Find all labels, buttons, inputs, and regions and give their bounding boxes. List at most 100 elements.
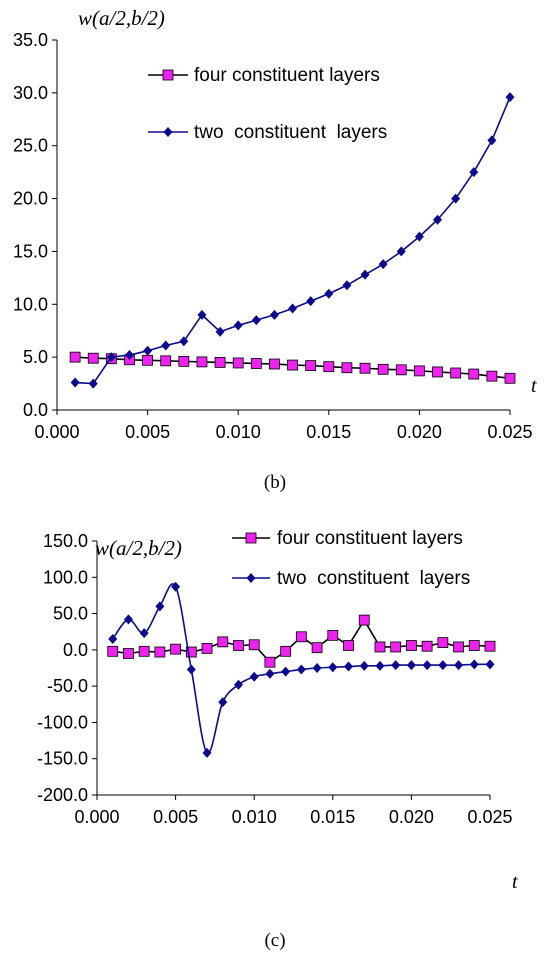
data-point-four-layers [170,643,182,655]
data-point-two-layers [451,193,461,204]
data-point-two-layers [265,668,275,679]
data-point-four-layers [142,354,154,366]
y-tick-label: -200.0 [37,785,88,805]
data-point-four-layers [432,366,443,378]
data-point-four-layers [468,368,480,380]
y-tick-label: 25.0 [13,136,48,156]
y-tick-label: -50.0 [47,676,88,696]
data-point-four-layers [196,356,208,368]
data-point-four-layers [413,365,425,377]
legend-label: two constituent layers [194,122,387,143]
data-point-two-layers [433,214,443,225]
data-point-two-layers [215,326,225,337]
y-tick-label: 50.0 [53,604,88,624]
data-point-two-layers [469,167,479,178]
data-point-four-layers [201,643,213,654]
data-point-two-layers [233,679,243,690]
data-point-two-layers [251,315,261,326]
data-point-four-layers [405,640,417,651]
x-axis-label: t [512,871,518,893]
data-point-four-layers [280,645,292,657]
data-point-two-layers [108,633,118,644]
data-point-four-layers [358,614,370,626]
data-point-two-layers [288,303,298,314]
data-point-four-layers [327,629,339,641]
figure-caption: (b) [264,472,286,493]
data-point-two-layers [124,350,134,361]
data-point-two-layers [186,664,196,675]
data-point-two-layers [438,660,448,671]
data-point-four-layers [395,364,407,376]
data-point-four-layers [214,357,226,368]
data-point-four-layers [305,360,317,372]
data-point-four-layers [374,641,386,653]
y-tick-label: 10.0 [13,294,48,314]
y-tick-label: 20.0 [13,189,48,209]
data-point-four-layers [311,642,323,654]
data-point-four-layers [233,640,244,651]
data-point-four-layers [484,640,496,652]
x-tick-label: 0.015 [306,422,351,442]
data-point-two-layers [406,660,416,671]
y-tick-label: 15.0 [13,241,48,261]
data-point-two-layers [143,345,153,356]
x-tick-label: 0.005 [125,422,170,442]
data-point-four-layers [468,640,480,651]
data-point-two-layers [106,352,116,363]
legend-marker-diamond [246,573,256,583]
data-point-two-layers [155,601,165,612]
x-tick-label: 0.010 [216,422,261,442]
data-point-four-layers [390,641,402,653]
x-tick-label: 0.020 [397,422,442,442]
data-point-two-layers [359,660,369,671]
data-point-two-layers [396,246,406,257]
data-point-two-layers [328,662,338,673]
data-point-four-layers [287,359,298,371]
data-point-two-layers [306,296,316,307]
data-point-two-layers [324,288,334,299]
y-axis-label: w(a/2,b/2) [78,6,165,30]
data-point-two-layers [422,660,432,671]
x-tick-label: 0.025 [467,807,512,827]
data-point-two-layers [171,581,181,592]
data-point-four-layers [295,631,307,643]
data-point-two-layers [312,663,322,673]
data-point-four-layers [178,355,190,367]
data-point-two-layers [505,92,515,103]
data-point-two-layers [469,659,479,670]
data-point-four-layers [160,355,172,367]
data-point-four-layers [232,357,244,369]
x-tick-label: 0.015 [310,807,355,827]
data-point-four-layers [107,645,119,657]
data-point-two-layers [281,666,291,677]
y-tick-label: -100.0 [37,712,88,732]
x-tick-label: 0.020 [389,807,434,827]
data-point-four-layers [250,358,262,369]
legend-marker-diamond [163,127,173,137]
data-point-four-layers [123,648,134,659]
data-point-two-layers [414,231,424,242]
x-tick-label: 0.000 [34,422,79,442]
data-point-two-layers [139,628,149,639]
data-point-two-layers [249,671,259,682]
legend-label: four constituent layers [194,65,380,86]
data-point-two-layers [360,269,370,280]
figure-caption: (c) [264,930,285,951]
data-point-four-layers [359,362,371,374]
data-point-two-layers [88,378,98,389]
data-point-four-layers [138,645,150,657]
y-tick-label: 100.0 [43,567,88,587]
data-point-two-layers [233,320,243,331]
data-point-two-layers [454,660,464,671]
data-point-two-layers [161,340,171,351]
legend-marker-square [245,532,257,544]
data-point-two-layers [179,336,189,347]
data-point-four-layers [486,370,498,382]
data-point-four-layers [437,637,449,648]
data-point-four-layers [69,351,81,363]
x-tick-label: 0.005 [153,807,198,827]
data-point-four-layers [504,372,516,384]
data-point-two-layers [218,697,228,708]
data-point-four-layers [341,362,353,374]
x-axis-label: t [531,375,537,397]
